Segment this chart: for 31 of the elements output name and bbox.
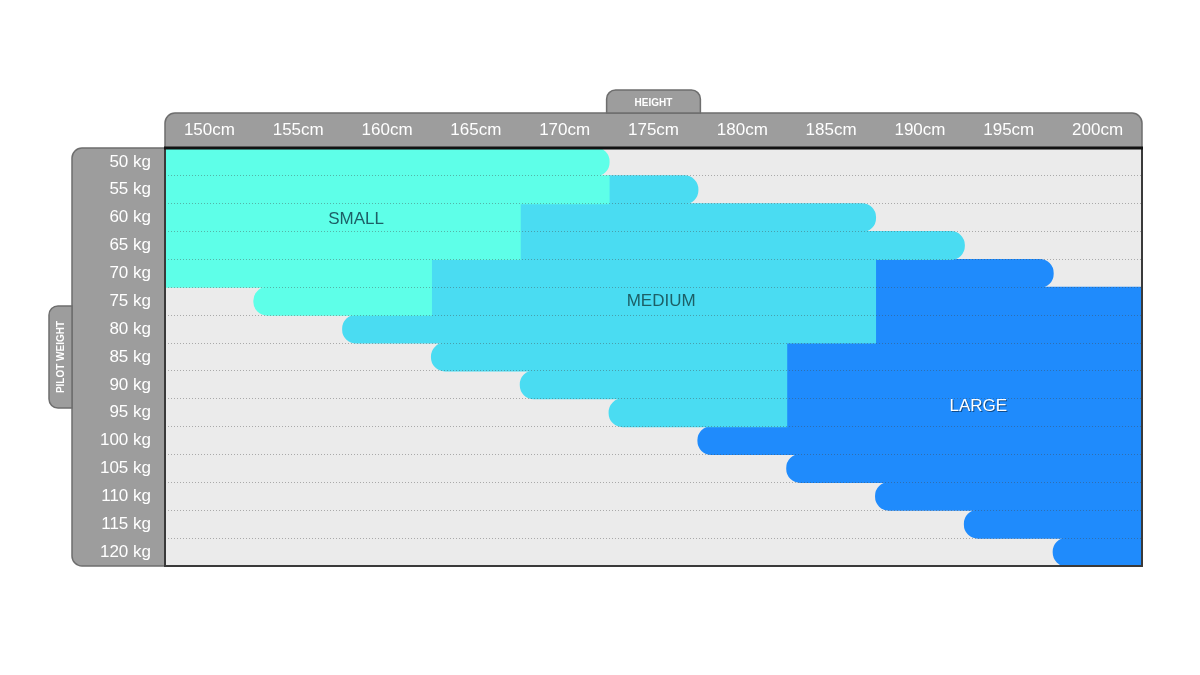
y-tick-label: 70 kg bbox=[109, 263, 151, 283]
x-tick-label: 170cm bbox=[539, 120, 591, 140]
x-tick-label: 175cm bbox=[627, 120, 680, 140]
series-label: MEDIUM bbox=[626, 290, 696, 310]
series-label: SMALL bbox=[328, 208, 385, 228]
x-tick-label: 160cm bbox=[361, 120, 413, 140]
y-tick-label: 115 kg bbox=[101, 513, 151, 533]
y-tick-label: 65 kg bbox=[109, 235, 151, 255]
y-tick-label: 55 kg bbox=[109, 179, 151, 199]
y-tick-label: 85 kg bbox=[109, 346, 151, 366]
y-axis-title: PILOT WEIGHT bbox=[54, 320, 66, 394]
y-tick-label: 95 kg bbox=[109, 402, 151, 422]
x-tick-label: 185cm bbox=[805, 120, 857, 140]
series-label: LARGE bbox=[949, 396, 1008, 416]
y-tick-label: 50 kg bbox=[109, 151, 151, 171]
x-tick-label: 195cm bbox=[983, 120, 1035, 140]
x-tick-label: 200cm bbox=[1072, 120, 1124, 140]
x-tick-label: 165cm bbox=[450, 120, 502, 140]
x-tick-label: 155cm bbox=[272, 120, 324, 140]
y-tick-label: 90 kg bbox=[109, 374, 151, 394]
y-tick-label: 120 kg bbox=[99, 541, 151, 561]
x-tick-label: 190cm bbox=[894, 120, 946, 140]
y-tick-label: 60 kg bbox=[109, 207, 151, 227]
y-tick-label: 105 kg bbox=[99, 458, 151, 478]
x-axis-title: HEIGHT bbox=[634, 96, 673, 108]
y-tick-label: 75 kg bbox=[109, 290, 151, 310]
x-tick-label: 180cm bbox=[716, 120, 768, 140]
x-tick-label: 150cm bbox=[183, 120, 235, 140]
y-tick-label: 100 kg bbox=[99, 430, 151, 450]
y-tick-label: 80 kg bbox=[109, 318, 151, 338]
y-tick-label: 110 kg bbox=[101, 486, 151, 506]
